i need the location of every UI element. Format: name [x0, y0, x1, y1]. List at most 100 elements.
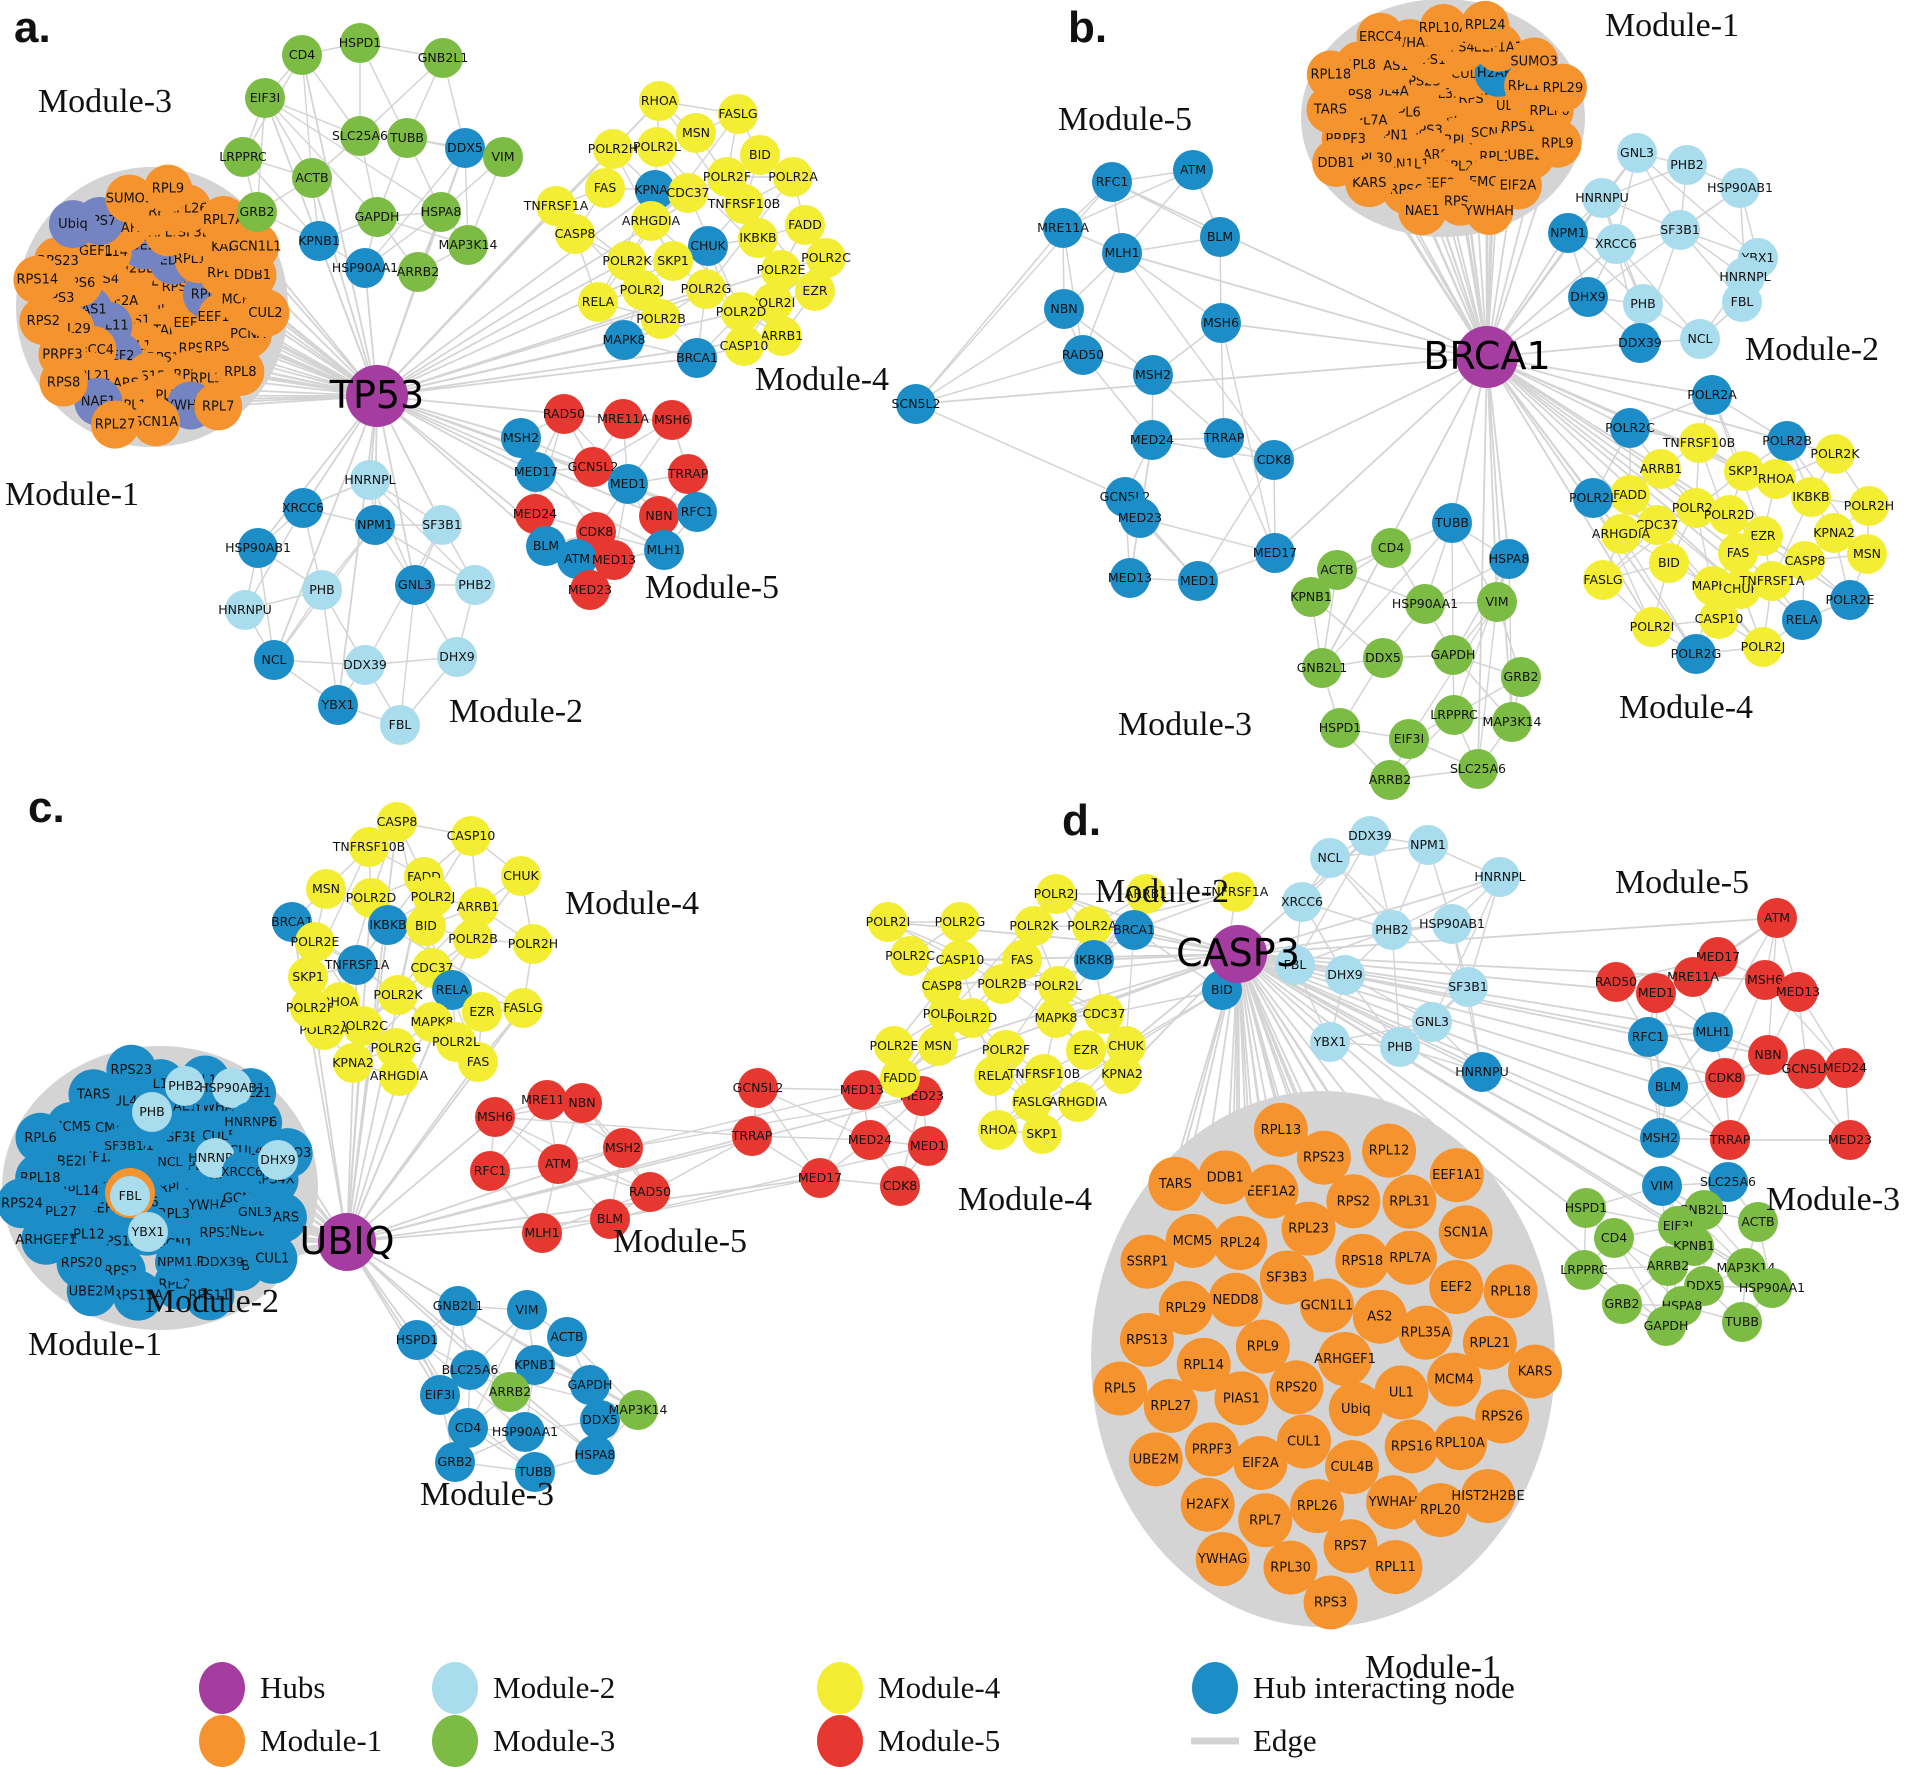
- node-ddx5[interactable]: DDX5: [1363, 638, 1403, 678]
- node-arrb2[interactable]: ARRB2: [397, 252, 439, 292]
- node-circle-kpna2[interactable]: [1814, 513, 1854, 553]
- node-nbn[interactable]: NBN: [562, 1083, 602, 1123]
- node-circle-polr2d[interactable]: [721, 292, 761, 332]
- node-cdk8[interactable]: CDK8: [880, 1166, 920, 1206]
- node-ezr[interactable]: EZR: [462, 992, 502, 1032]
- node-circle-rad50[interactable]: [1063, 335, 1103, 375]
- node-gcn5l2[interactable]: GCN5L2: [1782, 1049, 1833, 1089]
- node-med24[interactable]: MED24: [513, 494, 557, 534]
- node-rpl6[interactable]: RPL6: [15, 1112, 66, 1163]
- node-circle-rps15a[interactable]: [112, 1270, 163, 1321]
- node-circle-kpnb1[interactable]: [1291, 577, 1331, 617]
- node-msn[interactable]: MSN: [918, 1026, 958, 1066]
- node-npm1[interactable]: NPM1: [1548, 213, 1588, 253]
- node-circle-sumo3[interactable]: [105, 174, 154, 223]
- node-rps20[interactable]: RPS20: [1269, 1360, 1324, 1415]
- node-circle-rfc1[interactable]: [1628, 1017, 1668, 1057]
- node-circle-sf3b1[interactable]: [1660, 210, 1700, 250]
- node-circle-eif2a[interactable]: [1233, 1436, 1288, 1491]
- node-blm[interactable]: BLM: [526, 526, 566, 566]
- node-atm[interactable]: ATM: [538, 1144, 578, 1184]
- node-circle-ddx39[interactable]: [1620, 323, 1660, 363]
- node-atm[interactable]: ATM: [1173, 150, 1213, 190]
- node-circle-tubb[interactable]: [515, 1452, 555, 1492]
- node-med13[interactable]: MED13: [592, 540, 636, 580]
- node-polr2e[interactable]: POLR2E: [1826, 580, 1875, 620]
- node-circle-cdk8[interactable]: [1254, 440, 1294, 480]
- node-circle-rad50[interactable]: [1596, 962, 1636, 1002]
- hub-circle-casp3[interactable]: [1209, 925, 1267, 983]
- node-grb2[interactable]: GRB2: [435, 1442, 475, 1482]
- node-tubb[interactable]: TUBB: [1722, 1302, 1762, 1342]
- node-circle-ncl[interactable]: [150, 1142, 190, 1182]
- node-polr2l[interactable]: POLR2L: [633, 127, 681, 167]
- node-circle-actb[interactable]: [547, 1317, 587, 1357]
- node-med1[interactable]: MED1: [1178, 561, 1218, 601]
- node-rps26[interactable]: RPS26: [1475, 1389, 1530, 1444]
- node-circle-phb[interactable]: [302, 570, 342, 610]
- hub-tp53[interactable]: TP53: [329, 365, 424, 427]
- node-ddx5[interactable]: DDX5: [445, 128, 485, 168]
- node-circle-tnfrsf1a[interactable]: [536, 186, 576, 226]
- node-circle-slc25a6[interactable]: [1708, 1162, 1748, 1202]
- node-vim[interactable]: VIM: [483, 137, 523, 177]
- node-grb2[interactable]: GRB2: [1602, 1284, 1642, 1324]
- node-actb[interactable]: ACTB: [292, 158, 332, 198]
- node-circle-tnfrsf1a[interactable]: [1752, 561, 1792, 601]
- node-tnfrsf10b[interactable]: TNFRSF10B: [332, 827, 405, 867]
- node-ikbkb[interactable]: IKBKB: [1791, 477, 1831, 517]
- node-circle-mre11a[interactable]: [527, 1080, 567, 1120]
- node-ezr[interactable]: EZR: [795, 271, 835, 311]
- node-circle-polr2b[interactable]: [641, 299, 681, 339]
- node-circle-nae1[interactable]: [1398, 187, 1447, 236]
- node-circle-polr2f[interactable]: [290, 988, 330, 1028]
- node-rhoa[interactable]: RHOA: [978, 1110, 1018, 1150]
- node-med1[interactable]: MED1: [908, 1126, 948, 1166]
- node-ddx39[interactable]: DDX39: [1618, 323, 1662, 363]
- node-scn1a[interactable]: SCN1A: [1438, 1205, 1493, 1260]
- node-polr2k[interactable]: POLR2K: [1009, 906, 1059, 946]
- node-polr2e[interactable]: POLR2E: [870, 1026, 919, 1066]
- node-circle-med24[interactable]: [850, 1120, 890, 1160]
- node-trrap[interactable]: TRRAP: [731, 1116, 773, 1156]
- node-circle-kpnb1[interactable]: [515, 1345, 555, 1385]
- node-rpl24[interactable]: RPL24: [1461, 0, 1510, 49]
- node-ddx39[interactable]: DDX39: [200, 1242, 244, 1282]
- node-npm1[interactable]: NPM1: [155, 1242, 195, 1282]
- node-arhgdia[interactable]: ARHGDIA: [1592, 514, 1651, 554]
- node-circle-hsp90aa1[interactable]: [1405, 584, 1445, 624]
- node-ywhag[interactable]: YWHAG: [1195, 1532, 1250, 1587]
- node-rpl20[interactable]: RPL20: [1413, 1483, 1468, 1538]
- node-rpl10a[interactable]: RPL10A: [1419, 4, 1469, 53]
- node-circle-as2[interactable]: [1352, 1289, 1407, 1344]
- node-sf3b1[interactable]: SF3B1: [1448, 967, 1488, 1007]
- node-circle-ul1[interactable]: [1374, 1365, 1429, 1420]
- node-circle-hspd1[interactable]: [1320, 708, 1360, 748]
- node-circle-ikbkb[interactable]: [1074, 940, 1114, 980]
- node-eef1a2[interactable]: EEF1A2: [1244, 1164, 1299, 1219]
- node-xrcc6[interactable]: XRCC6: [1595, 224, 1637, 264]
- node-arrb2[interactable]: ARRB2: [1369, 760, 1411, 800]
- node-atm[interactable]: ATM: [557, 539, 597, 579]
- node-circle-skp1[interactable]: [653, 241, 693, 281]
- node-ddx5[interactable]: DDX5: [580, 1400, 620, 1440]
- node-circle-grb2[interactable]: [1501, 657, 1541, 697]
- node-circle-arrb2[interactable]: [1370, 760, 1410, 800]
- node-circle-hnrnpl[interactable]: [230, 1102, 270, 1142]
- node-eef1a1[interactable]: EEF1A1: [1429, 1148, 1484, 1203]
- node-circle-bid[interactable]: [1649, 543, 1689, 583]
- node-circle-rpl18[interactable]: [1483, 1264, 1538, 1319]
- node-med13[interactable]: MED13: [840, 1070, 884, 1110]
- node-ncl[interactable]: NCL: [1680, 319, 1720, 359]
- node-hspd1[interactable]: HSPD1: [1319, 708, 1361, 748]
- node-circle-blm[interactable]: [590, 1199, 630, 1239]
- node-circle-polr2g[interactable]: [940, 902, 980, 942]
- node-circle-hnrnpl[interactable]: [1480, 857, 1520, 897]
- node-skp1[interactable]: SKP1: [1724, 451, 1764, 491]
- node-polr2j[interactable]: POLR2J: [1741, 627, 1786, 667]
- node-polr2b[interactable]: POLR2B: [636, 299, 686, 339]
- node-circle-hsp90ab1[interactable]: [1432, 904, 1472, 944]
- node-casp8[interactable]: CASP8: [1785, 541, 1826, 581]
- node-circle-ywhah[interactable]: [1366, 1475, 1421, 1530]
- node-cdk8[interactable]: CDK8: [1705, 1058, 1745, 1098]
